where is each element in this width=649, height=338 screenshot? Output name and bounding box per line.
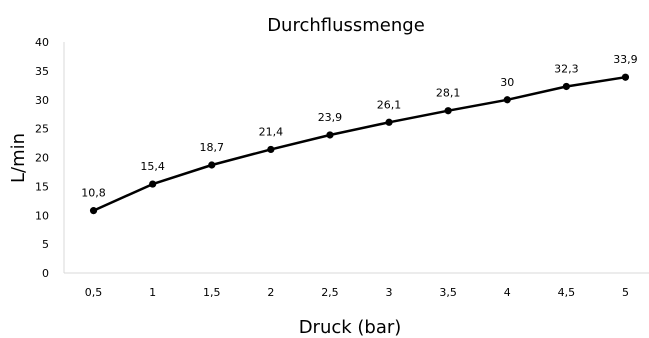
y-tick-label-5: 25 bbox=[35, 123, 49, 136]
data-label-2: 18,7 bbox=[200, 141, 225, 154]
data-label-5: 26,1 bbox=[377, 98, 402, 111]
data-label-4: 23,9 bbox=[318, 111, 343, 124]
y-tick-label-1: 5 bbox=[42, 238, 49, 251]
data-labels: 10,8 15,4 18,7 21,4 23,9 26,1 28,1 30 32,3 33,9 bbox=[81, 53, 637, 199]
data-label-8: 32,3 bbox=[554, 62, 579, 75]
y-tick-label-6: 30 bbox=[35, 94, 49, 107]
x-tick-label-0: 0,5 bbox=[85, 286, 103, 299]
x-axis-ticks: 0,5 1 1,5 2 2,5 3 3,5 4 4,5 5 bbox=[85, 286, 629, 299]
data-point-2 bbox=[208, 161, 216, 169]
x-tick-label-9: 5 bbox=[622, 286, 629, 299]
y-tick-label-7: 35 bbox=[35, 65, 49, 78]
chart-title: Durchflussmenge bbox=[267, 15, 425, 36]
series-line-0 bbox=[92, 75, 626, 212]
y-axis-ticks: 0 5 10 15 20 25 30 35 40 bbox=[35, 36, 49, 280]
data-point-8 bbox=[562, 82, 570, 91]
data-label-3: 21,4 bbox=[259, 125, 284, 138]
data-point-3 bbox=[267, 145, 275, 154]
y-tick-label-4: 20 bbox=[35, 152, 49, 165]
x-tick-label-7: 4 bbox=[504, 286, 511, 299]
data-point-1 bbox=[149, 180, 157, 188]
x-tick-label-6: 3,5 bbox=[439, 286, 457, 299]
data-label-6: 28,1 bbox=[436, 87, 461, 100]
data-label-7: 30 bbox=[500, 76, 514, 89]
data-label-0: 10,8 bbox=[81, 187, 106, 200]
x-tick-label-1: 1 bbox=[149, 286, 156, 299]
y-axis-title: L/min bbox=[8, 133, 29, 183]
x-tick-label-3: 2 bbox=[267, 286, 274, 299]
x-tick-label-2: 1,5 bbox=[203, 286, 221, 299]
x-tick-label-8: 4,5 bbox=[558, 286, 576, 299]
y-tick-label-3: 15 bbox=[35, 180, 49, 193]
series-group bbox=[89, 73, 630, 215]
data-label-1: 15,4 bbox=[140, 160, 165, 173]
y-tick-label-2: 10 bbox=[35, 209, 49, 222]
data-label-9: 33,9 bbox=[613, 53, 638, 66]
data-point-7 bbox=[503, 96, 511, 104]
data-point-6 bbox=[444, 107, 452, 115]
data-point-9 bbox=[621, 73, 630, 81]
x-tick-label-4: 2,5 bbox=[321, 286, 339, 299]
x-axis-title: Druck (bar) bbox=[299, 317, 402, 338]
data-point-5 bbox=[385, 118, 393, 126]
x-tick-label-5: 3 bbox=[386, 286, 393, 299]
y-tick-label-8: 40 bbox=[35, 36, 49, 49]
y-tick-label-0: 0 bbox=[42, 267, 49, 280]
data-point-0 bbox=[89, 207, 98, 215]
data-point-4 bbox=[326, 131, 334, 139]
